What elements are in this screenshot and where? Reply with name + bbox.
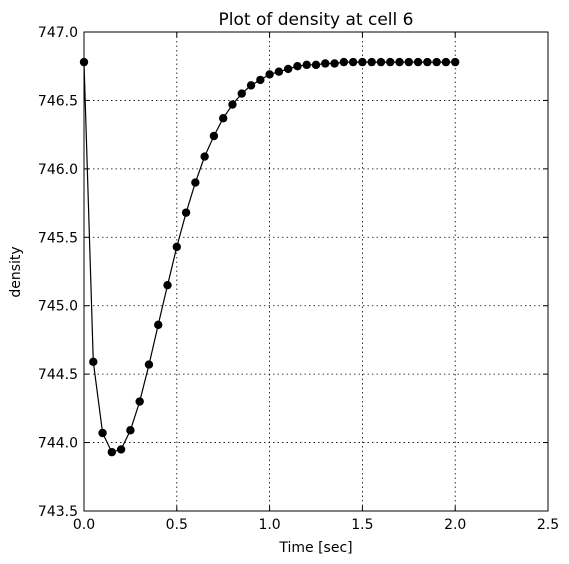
x-tick-label: 0.5 [166,517,188,533]
data-point [191,178,200,187]
x-tick-label: 1.0 [258,517,280,533]
data-point [181,208,191,217]
data-point [358,57,367,67]
data-point [330,59,339,68]
data-point [321,59,330,68]
data-point [163,280,172,290]
data-point [126,426,135,435]
data-point [172,242,181,252]
x-tick-label: 0.0 [73,517,95,533]
x-tick-label: 2.5 [537,517,559,533]
y-tick-label: 744.5 [38,367,78,383]
data-point [348,57,358,67]
y-tick-label: 744.0 [38,436,78,452]
y-tick-label: 746.5 [38,93,78,109]
y-tick-label: 745.0 [38,299,78,315]
y-tick-label: 746.0 [38,162,78,178]
y-axis-label: density [8,246,24,297]
data-point [367,57,376,67]
data-point [376,57,386,67]
data-point [116,445,126,454]
data-point [135,397,144,406]
data-point [265,70,274,79]
plot-frame [83,31,549,512]
data-point [293,62,302,71]
data-point [219,114,228,123]
data-point [237,89,246,98]
y-tick-label: 747.0 [38,25,78,41]
data-point [98,428,107,438]
y-tick-labels: 743.5 744.0 744.5 745.0 745.5 746.0 746.5 747.0 [38,25,78,520]
data-point [395,57,404,67]
data-point [283,64,293,74]
data-point [404,57,413,67]
x-axis-label: Time [sec] [278,540,352,556]
x-tick-labels: 0.0 0.5 1.0 1.5 2.0 2.5 [73,517,559,533]
grid [83,31,549,512]
data-point [302,60,311,70]
data-point [311,60,321,70]
data-point [256,75,265,85]
data-point [154,320,163,330]
data-point [209,131,219,141]
y-tick-label: 745.5 [38,230,78,246]
data-point [89,357,98,367]
data-point [274,67,284,76]
data-point [107,447,117,457]
data-point [451,57,460,67]
data-point [432,57,441,67]
data-point [228,100,237,109]
data-point [144,360,154,369]
data-point [423,57,432,67]
chart-title: Plot of density at cell 6 [219,10,414,30]
axis-ticks [83,31,549,512]
data-point [413,57,423,67]
data-point [441,57,451,67]
data-point [246,81,256,90]
series-markers [79,57,460,457]
data-point [339,57,349,67]
x-tick-label: 1.5 [351,517,373,533]
data-point [200,152,209,161]
data-point [386,57,395,67]
y-tick-label: 743.5 [38,504,78,520]
x-tick-label: 2.0 [444,517,466,533]
